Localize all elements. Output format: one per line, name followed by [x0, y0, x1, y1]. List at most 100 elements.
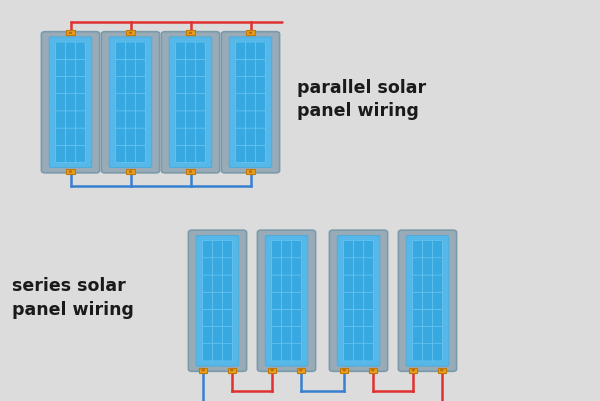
FancyBboxPatch shape	[196, 42, 205, 59]
Bar	[296, 368, 305, 373]
Circle shape	[128, 32, 133, 34]
FancyBboxPatch shape	[265, 235, 308, 366]
FancyBboxPatch shape	[292, 326, 301, 344]
FancyBboxPatch shape	[422, 275, 433, 292]
FancyBboxPatch shape	[433, 292, 442, 310]
FancyBboxPatch shape	[125, 77, 136, 94]
FancyBboxPatch shape	[364, 326, 373, 344]
FancyBboxPatch shape	[256, 93, 265, 111]
FancyBboxPatch shape	[185, 59, 196, 77]
FancyBboxPatch shape	[223, 275, 232, 292]
FancyBboxPatch shape	[56, 59, 65, 77]
FancyBboxPatch shape	[56, 77, 65, 94]
FancyBboxPatch shape	[433, 326, 442, 344]
FancyBboxPatch shape	[56, 111, 65, 128]
FancyBboxPatch shape	[176, 145, 185, 162]
FancyBboxPatch shape	[245, 111, 256, 128]
Circle shape	[202, 369, 205, 371]
FancyBboxPatch shape	[125, 93, 136, 111]
FancyBboxPatch shape	[292, 275, 301, 292]
FancyBboxPatch shape	[212, 275, 223, 292]
FancyBboxPatch shape	[223, 241, 232, 258]
FancyBboxPatch shape	[196, 128, 205, 145]
FancyBboxPatch shape	[353, 344, 364, 361]
FancyBboxPatch shape	[76, 77, 85, 94]
Circle shape	[299, 369, 302, 371]
Circle shape	[230, 369, 233, 371]
Bar	[199, 368, 208, 373]
FancyBboxPatch shape	[364, 309, 373, 326]
FancyBboxPatch shape	[245, 59, 256, 77]
FancyBboxPatch shape	[236, 59, 245, 77]
FancyBboxPatch shape	[257, 230, 316, 371]
FancyBboxPatch shape	[116, 42, 125, 59]
FancyBboxPatch shape	[272, 275, 281, 292]
Bar	[227, 368, 236, 373]
FancyBboxPatch shape	[203, 258, 212, 275]
FancyBboxPatch shape	[56, 93, 65, 111]
FancyBboxPatch shape	[116, 145, 125, 162]
FancyBboxPatch shape	[422, 309, 433, 326]
FancyBboxPatch shape	[422, 241, 433, 258]
FancyBboxPatch shape	[245, 77, 256, 94]
FancyBboxPatch shape	[223, 344, 232, 361]
FancyBboxPatch shape	[245, 42, 256, 59]
Circle shape	[412, 369, 415, 371]
FancyBboxPatch shape	[256, 145, 265, 162]
FancyBboxPatch shape	[223, 258, 232, 275]
FancyBboxPatch shape	[413, 241, 422, 258]
FancyBboxPatch shape	[353, 309, 364, 326]
FancyBboxPatch shape	[176, 59, 185, 77]
FancyBboxPatch shape	[353, 258, 364, 275]
FancyBboxPatch shape	[185, 77, 196, 94]
FancyBboxPatch shape	[413, 275, 422, 292]
FancyBboxPatch shape	[353, 292, 364, 310]
FancyBboxPatch shape	[212, 326, 223, 344]
FancyBboxPatch shape	[203, 241, 212, 258]
Bar	[66, 30, 74, 35]
FancyBboxPatch shape	[203, 309, 212, 326]
FancyBboxPatch shape	[176, 93, 185, 111]
FancyBboxPatch shape	[185, 111, 196, 128]
Circle shape	[128, 170, 133, 173]
FancyBboxPatch shape	[329, 230, 388, 371]
FancyBboxPatch shape	[76, 128, 85, 145]
Circle shape	[69, 170, 73, 173]
Bar	[66, 169, 74, 174]
FancyBboxPatch shape	[41, 32, 100, 173]
Circle shape	[371, 369, 374, 371]
Bar	[187, 169, 195, 174]
FancyBboxPatch shape	[203, 326, 212, 344]
FancyBboxPatch shape	[433, 309, 442, 326]
FancyBboxPatch shape	[196, 59, 205, 77]
Text: parallel solar
panel wiring: parallel solar panel wiring	[297, 79, 426, 120]
FancyBboxPatch shape	[292, 241, 301, 258]
FancyBboxPatch shape	[176, 111, 185, 128]
FancyBboxPatch shape	[245, 93, 256, 111]
Bar	[409, 368, 418, 373]
Bar	[127, 169, 135, 174]
Circle shape	[249, 170, 253, 173]
FancyBboxPatch shape	[56, 145, 65, 162]
FancyBboxPatch shape	[281, 275, 292, 292]
Bar	[340, 368, 349, 373]
FancyBboxPatch shape	[176, 77, 185, 94]
FancyBboxPatch shape	[76, 145, 85, 162]
FancyBboxPatch shape	[76, 111, 85, 128]
FancyBboxPatch shape	[292, 344, 301, 361]
FancyBboxPatch shape	[272, 258, 281, 275]
FancyBboxPatch shape	[344, 326, 353, 344]
FancyBboxPatch shape	[422, 326, 433, 344]
FancyBboxPatch shape	[125, 145, 136, 162]
FancyBboxPatch shape	[176, 128, 185, 145]
FancyBboxPatch shape	[292, 292, 301, 310]
FancyBboxPatch shape	[256, 111, 265, 128]
FancyBboxPatch shape	[65, 42, 76, 59]
FancyBboxPatch shape	[364, 258, 373, 275]
FancyBboxPatch shape	[353, 275, 364, 292]
FancyBboxPatch shape	[413, 258, 422, 275]
FancyBboxPatch shape	[101, 32, 160, 173]
FancyBboxPatch shape	[56, 128, 65, 145]
FancyBboxPatch shape	[337, 235, 380, 366]
FancyBboxPatch shape	[116, 111, 125, 128]
